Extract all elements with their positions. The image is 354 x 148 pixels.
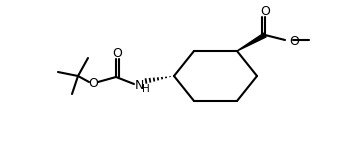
Polygon shape [237,33,266,51]
Text: O: O [112,46,122,59]
Text: O: O [88,77,98,90]
Text: O: O [260,4,270,17]
Text: H: H [142,84,150,94]
Text: O: O [289,34,299,48]
Text: N: N [134,78,144,91]
